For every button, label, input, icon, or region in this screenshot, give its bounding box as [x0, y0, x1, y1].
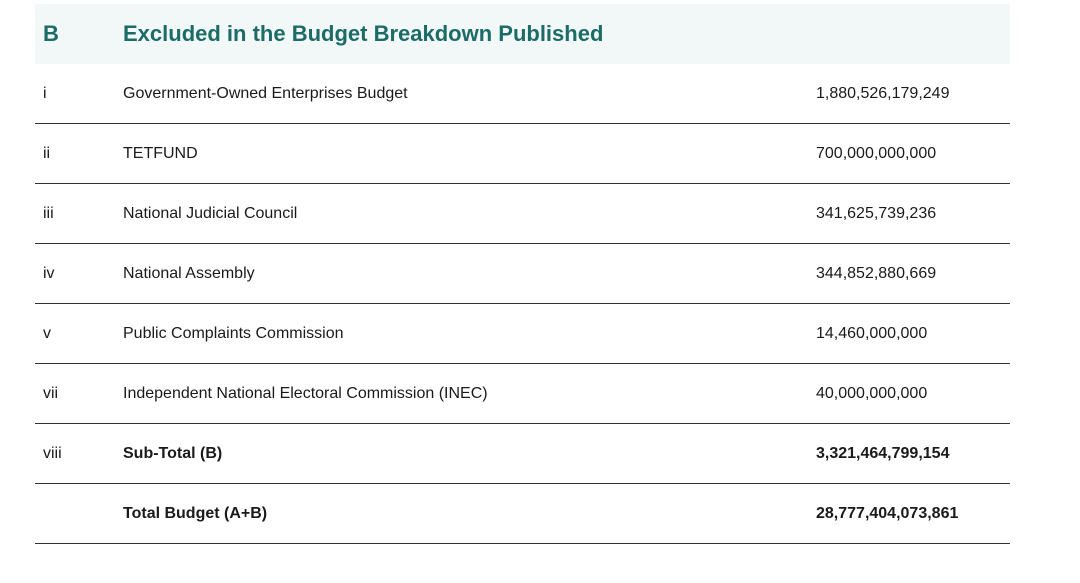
table-row: i Government-Owned Enterprises Budget 1,… [35, 64, 1010, 124]
subtotal-row: viii Sub-Total (B) 3,321,464,799,154 [35, 424, 1010, 484]
total-row: Total Budget (A+B) 28,777,404,073,861 [35, 484, 1010, 544]
table-row: iv National Assembly 344,852,880,669 [35, 244, 1010, 304]
row-amount: 341,625,739,236 [816, 204, 937, 222]
row-description: TETFUND [123, 144, 198, 162]
row-description: National Judicial Council [123, 204, 298, 222]
row-amount: 344,852,880,669 [816, 264, 937, 282]
section-letter: B [43, 21, 59, 46]
row-description: Total Budget (A+B) [123, 504, 268, 522]
row-number: iii [43, 204, 54, 222]
row-number: v [43, 324, 51, 342]
table-row: v Public Complaints Commission 14,460,00… [35, 304, 1010, 364]
row-number: ii [43, 144, 51, 162]
row-number: viii [43, 444, 62, 462]
row-description: Public Complaints Commission [123, 324, 344, 342]
table-row: vii Independent National Electoral Commi… [35, 364, 1010, 424]
table-row: iii National Judicial Council 341,625,73… [35, 184, 1010, 244]
row-amount: 3,321,464,799,154 [816, 444, 950, 462]
budget-table: B Excluded in the Budget Breakdown Publi… [35, 4, 1010, 544]
row-description: Government-Owned Enterprises Budget [123, 84, 408, 102]
row-number: i [43, 84, 47, 102]
section-title: Excluded in the Budget Breakdown Publish… [123, 21, 604, 46]
row-number: iv [43, 264, 55, 282]
row-amount: 28,777,404,073,861 [816, 504, 959, 522]
row-description: Independent National Electoral Commissio… [123, 384, 488, 402]
row-number: vii [43, 384, 59, 402]
row-amount: 14,460,000,000 [816, 324, 928, 342]
table-header: B Excluded in the Budget Breakdown Publi… [35, 4, 1010, 64]
row-description: National Assembly [123, 264, 255, 282]
row-amount: 700,000,000,000 [816, 144, 937, 162]
row-amount: 40,000,000,000 [816, 384, 928, 402]
table-row: ii TETFUND 700,000,000,000 [35, 124, 1010, 184]
row-amount: 1,880,526,179,249 [816, 84, 950, 102]
row-description: Sub-Total (B) [123, 444, 223, 462]
